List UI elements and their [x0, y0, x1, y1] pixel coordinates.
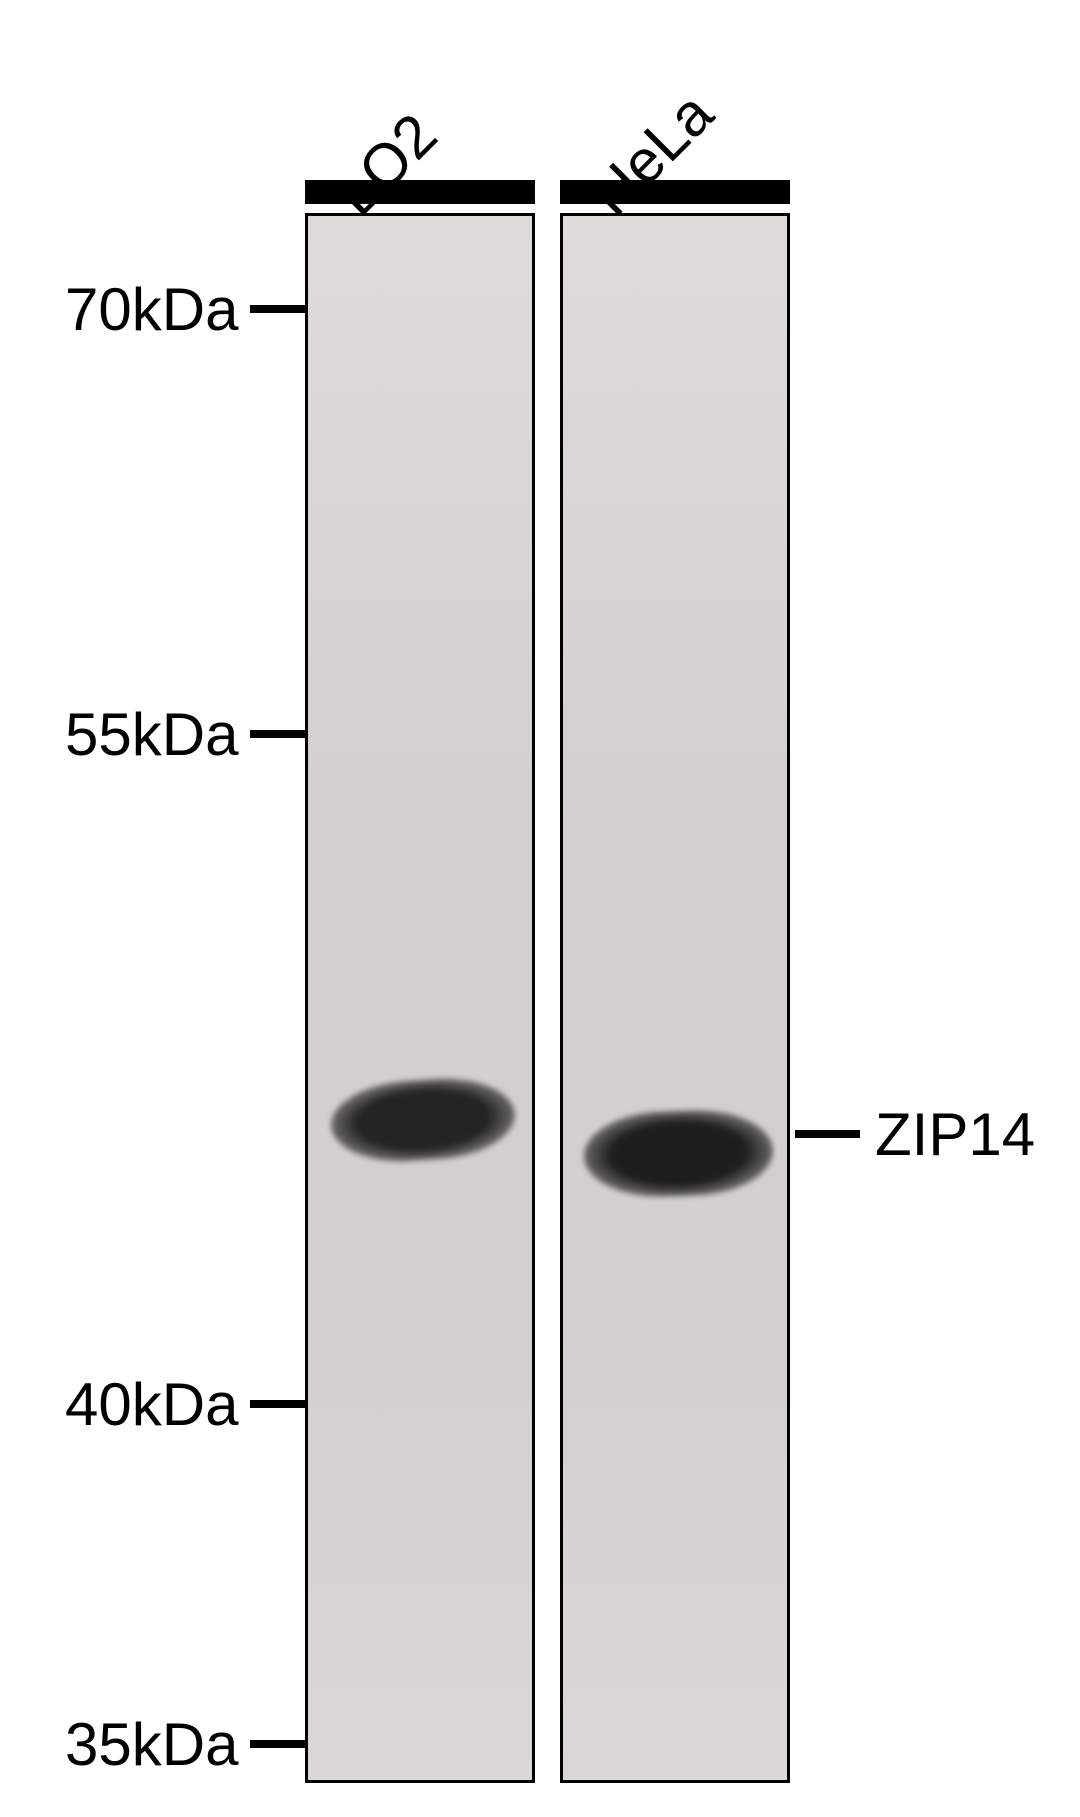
mw-marker-tick [250, 1740, 305, 1748]
lane-background [563, 216, 787, 1780]
lane-label-lane1: LO2 [321, 100, 450, 229]
mw-marker-tick [250, 305, 305, 313]
lane-label-lane2: HeLa [576, 79, 726, 229]
target-protein-label: ZIP14 [875, 1100, 1035, 1169]
mw-marker-tick [250, 730, 305, 738]
mw-marker-tick [250, 1400, 305, 1408]
mw-marker-label: 70kDa [65, 275, 238, 344]
blot-lane-lane2 [560, 213, 790, 1783]
mw-marker-label: 40kDa [65, 1370, 238, 1439]
target-tick [795, 1130, 860, 1138]
lane-background [308, 216, 532, 1780]
western-blot-figure: LO2 HeLa 70kDa 55kDa 40kDa 35kDa ZIP14 [0, 0, 1080, 1817]
mw-marker-label: 55kDa [65, 700, 238, 769]
blot-lane-lane1 [305, 213, 535, 1783]
mw-marker-label: 35kDa [65, 1710, 238, 1779]
